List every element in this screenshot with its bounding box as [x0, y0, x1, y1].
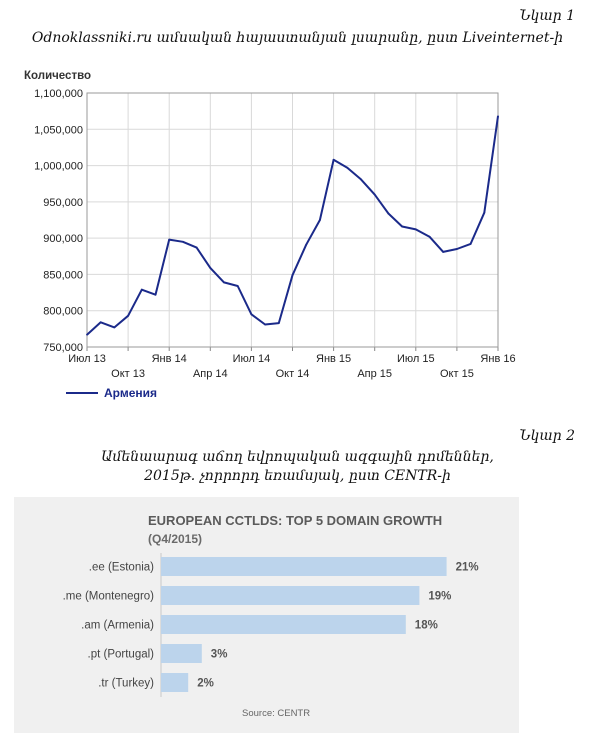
bar-.ee (Estonia)	[161, 557, 447, 576]
y-tick-label: 900,000	[43, 233, 83, 245]
data-point	[236, 285, 239, 287]
data-point	[168, 238, 171, 241]
data-point	[497, 115, 499, 118]
data-point	[373, 193, 376, 196]
data-point	[209, 266, 212, 269]
x-tick-label: Янв 16	[480, 353, 515, 365]
chart-title: EUROPEAN CCTLDS: TOP 5 DOMAIN GROWTH	[148, 513, 442, 528]
category-label: .ee (Estonia)	[89, 562, 154, 574]
line-chart: Количество 750,000 800,000 850,000 900,000 95…	[24, 70, 516, 400]
y-tick-label: 950,000	[43, 197, 83, 209]
category-label: .me (Montenegro)	[63, 591, 155, 603]
category-label: .am (Armenia)	[81, 620, 154, 632]
data-point	[387, 212, 390, 215]
category-label: .tr (Turkey)	[98, 678, 154, 690]
y-tick-label: 750,000	[43, 342, 83, 354]
data-point	[264, 323, 266, 326]
data-point	[113, 326, 116, 329]
bar-.tr (Turkey)	[161, 673, 189, 692]
x-tick-label: Окт 13	[111, 368, 145, 380]
data-point	[401, 225, 403, 228]
bar-value-label: 19%	[428, 591, 451, 603]
bar-value-label: 2%	[197, 678, 214, 690]
chart-subtitle: (Q4/2015)	[148, 532, 202, 546]
x-tick-label: Апр 14	[193, 368, 228, 380]
figure-1-caption: Odnoklassniki.ru ամսական հայաստանյան լսա…	[31, 30, 564, 46]
data-point	[140, 288, 143, 291]
x-tick-label: Июл 15	[397, 353, 435, 365]
figure-2-caption-line-2: 2015թ. չորրորդ եռամսյակ, ըստ CENTR-ի	[144, 468, 451, 484]
bar-value-label: 3%	[211, 649, 228, 661]
data-point	[182, 240, 184, 243]
data-point	[305, 243, 308, 246]
source-note: Source: CENTR	[242, 708, 310, 719]
x-tick-label: Апр 15	[357, 368, 392, 380]
data-point	[195, 246, 198, 249]
data-point	[223, 281, 225, 284]
y-tick-label: 850,000	[43, 269, 83, 281]
bar-value-label: 21%	[456, 562, 479, 574]
bar-.me (Montenegro)	[161, 586, 420, 605]
data-point	[346, 166, 349, 169]
x-tick-label: Июл 14	[233, 353, 271, 365]
data-point	[332, 158, 335, 161]
plot-area-border	[86, 92, 499, 348]
data-point	[469, 243, 472, 245]
y-axis-title: Количество	[24, 70, 91, 82]
data-point	[127, 314, 129, 317]
data-point	[154, 293, 157, 296]
data-point	[86, 333, 88, 336]
data-point	[428, 235, 431, 238]
figure-2-caption-line-1: Ամենաարագ աճող եվրոպական ազգային դոմեննե…	[101, 449, 494, 465]
y-tick-label: 1,100,000	[34, 88, 83, 100]
data-point	[99, 321, 102, 324]
bar-chart-panel: EUROPEAN CCTLDS: TOP 5 DOMAIN GROWTH (Q4/…	[14, 497, 519, 733]
data-point	[277, 322, 280, 324]
category-label: .pt (Portugal)	[88, 649, 155, 661]
x-tick-label: Янв 15	[316, 353, 351, 365]
x-tick-label: Окт 14	[276, 368, 310, 380]
data-point	[414, 228, 417, 231]
data-point	[319, 219, 321, 221]
y-tick-label: 1,000,000	[34, 161, 83, 173]
data-point	[291, 274, 294, 277]
legend-label: Армения	[104, 386, 157, 400]
x-tick-label: Янв 14	[152, 353, 187, 365]
figure-2-label: Նկար 2	[519, 428, 575, 444]
data-point	[483, 211, 486, 214]
x-tick-label: Июл 13	[68, 353, 106, 365]
bar-.pt (Portugal)	[161, 644, 202, 663]
bar-.am (Armenia)	[161, 615, 406, 634]
bar-value-label: 18%	[415, 620, 438, 632]
data-point	[360, 178, 362, 181]
data-point	[456, 248, 458, 250]
y-tick-label: 1,050,000	[34, 124, 83, 136]
data-point	[250, 313, 253, 316]
y-tick-label: 800,000	[43, 306, 83, 318]
x-tick-label: Окт 15	[440, 368, 474, 380]
data-point	[442, 251, 445, 253]
bar-chart: EUROPEAN CCTLDS: TOP 5 DOMAIN GROWTH (Q4/…	[63, 513, 479, 719]
figure-1-label: Նկար 1	[519, 8, 575, 24]
